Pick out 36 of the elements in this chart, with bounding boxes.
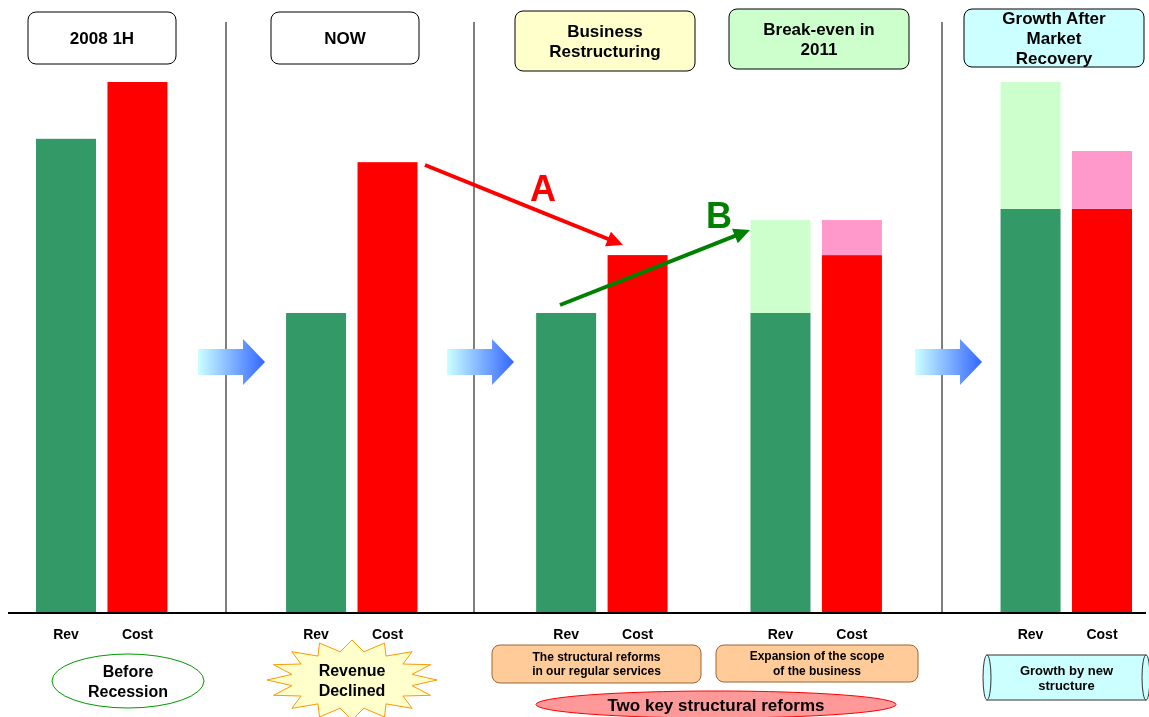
text: Growth by new structure [1019,662,1114,693]
bar [536,312,597,613]
text: Two key structural reforms [607,695,825,714]
x-tick-label: Cost [836,626,868,642]
bar [1072,208,1132,613]
bar [821,255,882,613]
text: Break-even in 2011 [763,19,875,59]
text: Business Restructuring [549,21,661,61]
text: Expansion of the scope of the business [749,649,885,678]
bar [821,220,882,256]
x-tick-label: Cost [622,626,654,642]
text: NOW [324,28,367,48]
annotation: A [530,167,556,209]
x-tick-label: Rev [553,626,580,642]
bar [1000,208,1061,613]
bar [750,312,811,613]
x-tick-label: Rev [303,626,330,642]
text: 2008 1H [69,28,135,48]
text: Before Recession [87,662,169,700]
x-tick-label: Rev [53,626,80,642]
bar [1000,82,1061,209]
text: Revenue Declined [318,661,386,699]
bar [1072,151,1132,209]
x-tick-label: Cost [1086,626,1118,642]
x-tick-label: Cost [121,626,154,642]
text: Growth After Market Recovery [1002,8,1106,68]
bar [36,138,96,613]
annotation: B [706,194,732,236]
text: The structural reforms in our regular services [532,649,662,679]
bar [750,220,811,313]
x-tick-label: Rev [767,626,794,642]
x-tick-label: Cost [371,626,404,642]
bar [357,162,418,613]
bar [286,312,347,613]
x-tick-label: Rev [1017,626,1044,642]
bar [107,82,168,613]
